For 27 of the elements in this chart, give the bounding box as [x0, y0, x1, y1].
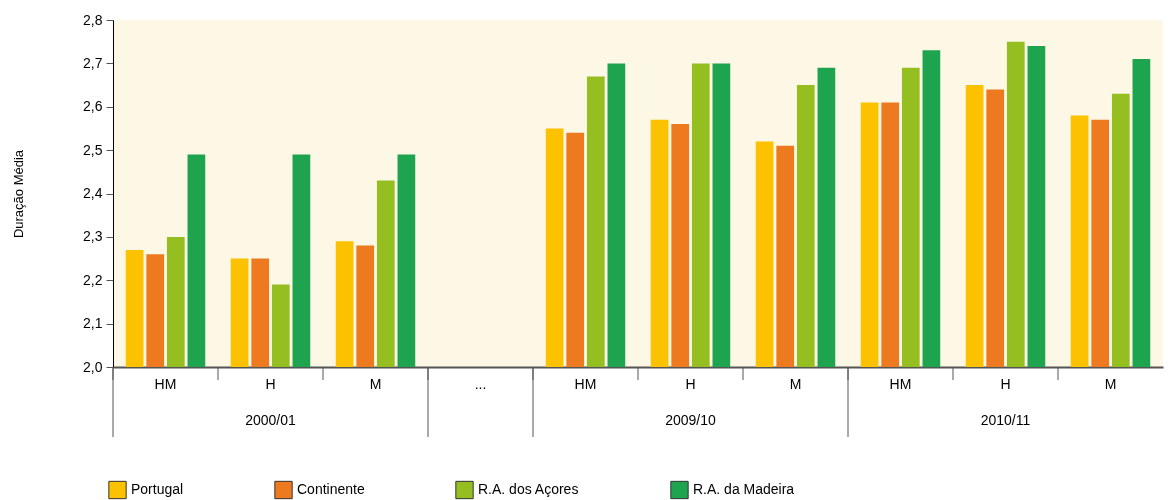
y-tick-label: 2,6 — [83, 98, 103, 115]
y-tick-label: 2,3 — [83, 228, 103, 245]
y-tick-label: 2,5 — [83, 141, 103, 158]
y-tick-label: 2,0 — [83, 358, 103, 375]
text: 2010/11 — [980, 412, 1031, 428]
legend-label: Portugal — [131, 481, 184, 497]
x-tick-label: M — [369, 375, 382, 392]
text: 2009/10 — [665, 412, 717, 428]
y-tick-label: 2,2 — [83, 271, 103, 288]
text: 2000/01 — [245, 412, 297, 428]
x-tick-label: ... — [474, 375, 487, 392]
y-tick-label: 2,8 — [83, 11, 103, 28]
y-axis-title: Duração Média — [10, 149, 26, 239]
x-tick-label: H — [685, 375, 696, 392]
y-tick-label: 2,4 — [83, 185, 103, 201]
legend-label: R.A. dos Açores — [478, 481, 579, 497]
legend-label: Continente — [297, 481, 365, 497]
x-tick-label: H — [265, 375, 276, 392]
x-tick-label: HM — [889, 375, 912, 392]
y-tick-label: 2,1 — [83, 315, 103, 332]
y-tick-label: 2,7 — [83, 54, 103, 71]
x-tick-label: HM — [154, 375, 177, 392]
x-tick-label: M — [789, 375, 802, 392]
x-tick-label: H — [1000, 375, 1011, 392]
x-tick-label: HM — [574, 375, 597, 392]
legend-label: R.A. da Madeira — [693, 481, 795, 497]
x-tick-label: M — [1104, 375, 1117, 392]
